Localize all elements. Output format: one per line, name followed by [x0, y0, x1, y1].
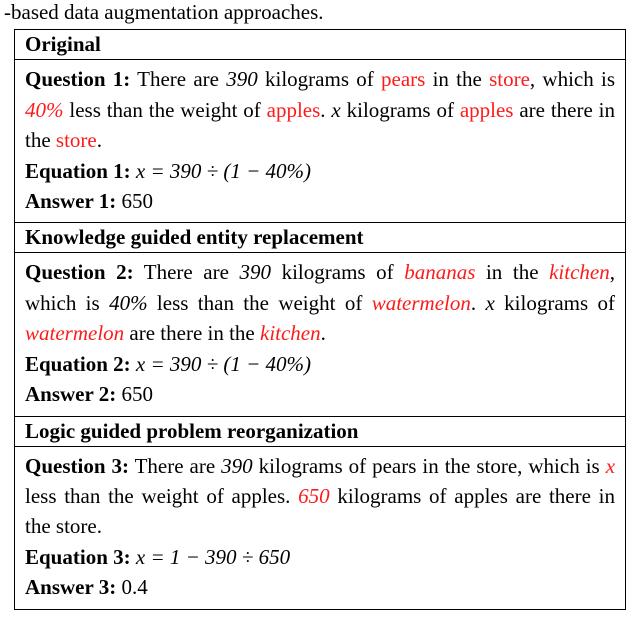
section-header: Knowledge guided entity replacement [15, 223, 626, 253]
question-text-fragment: kilograms of [495, 291, 615, 315]
equation-label: Equation 3: [25, 545, 131, 569]
question-text-fragment: kitchen [549, 260, 610, 284]
section-body: Question 3: There are 390 kilograms of p… [15, 446, 626, 609]
question-text-fragment: . [97, 128, 102, 152]
question-text-fragment: 40% [25, 98, 64, 122]
equation-text: x = 390 ÷ (1 − 40%) [131, 159, 311, 183]
question-text-fragment: . [321, 321, 326, 345]
section-body: Question 2: There are 390 kilograms of b… [15, 253, 626, 416]
question-text-fragment: kitchen [260, 321, 321, 345]
answer-text: 650 [116, 382, 153, 406]
answer-text: 0.4 [116, 575, 148, 599]
equation-text: x = 390 ÷ (1 − 40%) [131, 352, 311, 376]
section-header: Original [15, 30, 626, 60]
question-text-fragment: . [320, 98, 331, 122]
question-text-fragment: x [606, 454, 615, 478]
question-text-fragment: 390 [240, 260, 272, 284]
question-label: Question 2: [25, 260, 134, 284]
question-text-fragment: 650 [298, 484, 330, 508]
question-text-fragment: kilograms of [271, 260, 404, 284]
equation-label: Equation 1: [25, 159, 131, 183]
question-text-fragment: store [56, 128, 97, 152]
examples-table: OriginalQuestion 1: There are 390 kilogr… [14, 29, 626, 610]
question-text-fragment: in the [475, 260, 549, 284]
equation-text: x = 1 − 390 ÷ 650 [131, 545, 290, 569]
question-text-fragment: There are [134, 260, 240, 284]
section-header: Logic guided problem reorganization [15, 416, 626, 446]
answer-text: 650 [116, 189, 153, 213]
question-text-fragment: There are [129, 454, 221, 478]
answer-label: Answer 1: [25, 189, 116, 213]
question-label: Question 3: [25, 454, 129, 478]
question-text-fragment: 390 [221, 454, 253, 478]
equation-label: Equation 2: [25, 352, 131, 376]
question-text-fragment: 390 [226, 67, 258, 91]
question-text-fragment: apples [460, 98, 514, 122]
cutoff-line: -based data augmentation approaches. [0, 0, 640, 29]
question-text-fragment: watermelon [372, 291, 471, 315]
section-body: Question 1: There are 390 kilograms of p… [15, 60, 626, 223]
question-text-fragment: . [471, 291, 486, 315]
answer-label: Answer 3: [25, 575, 116, 599]
question-text-fragment: apples [267, 98, 321, 122]
question-text-fragment: kilograms of pears in the store, which i… [253, 454, 606, 478]
question-text-fragment: x [485, 291, 494, 315]
question-label: Question 1: [25, 67, 130, 91]
question-text-fragment: 40% [109, 291, 148, 315]
question-text-fragment: kilograms of [341, 98, 460, 122]
answer-label: Answer 2: [25, 382, 116, 406]
question-text-fragment: There are [130, 67, 226, 91]
question-text-fragment: less than the weight of [64, 98, 267, 122]
question-text-fragment: in the [425, 67, 489, 91]
question-text-fragment: kilograms of [258, 67, 381, 91]
question-text-fragment: less than the weight of [148, 291, 372, 315]
question-text-fragment: , which is [530, 67, 615, 91]
question-text-fragment: are there in the [124, 321, 260, 345]
question-text-fragment: bananas [404, 260, 475, 284]
question-text-fragment: less than the weight of apples. [25, 484, 298, 508]
question-text-fragment: pears [381, 67, 425, 91]
question-text-fragment: watermelon [25, 321, 124, 345]
question-text-fragment: x [331, 98, 340, 122]
question-text-fragment: store [489, 67, 530, 91]
